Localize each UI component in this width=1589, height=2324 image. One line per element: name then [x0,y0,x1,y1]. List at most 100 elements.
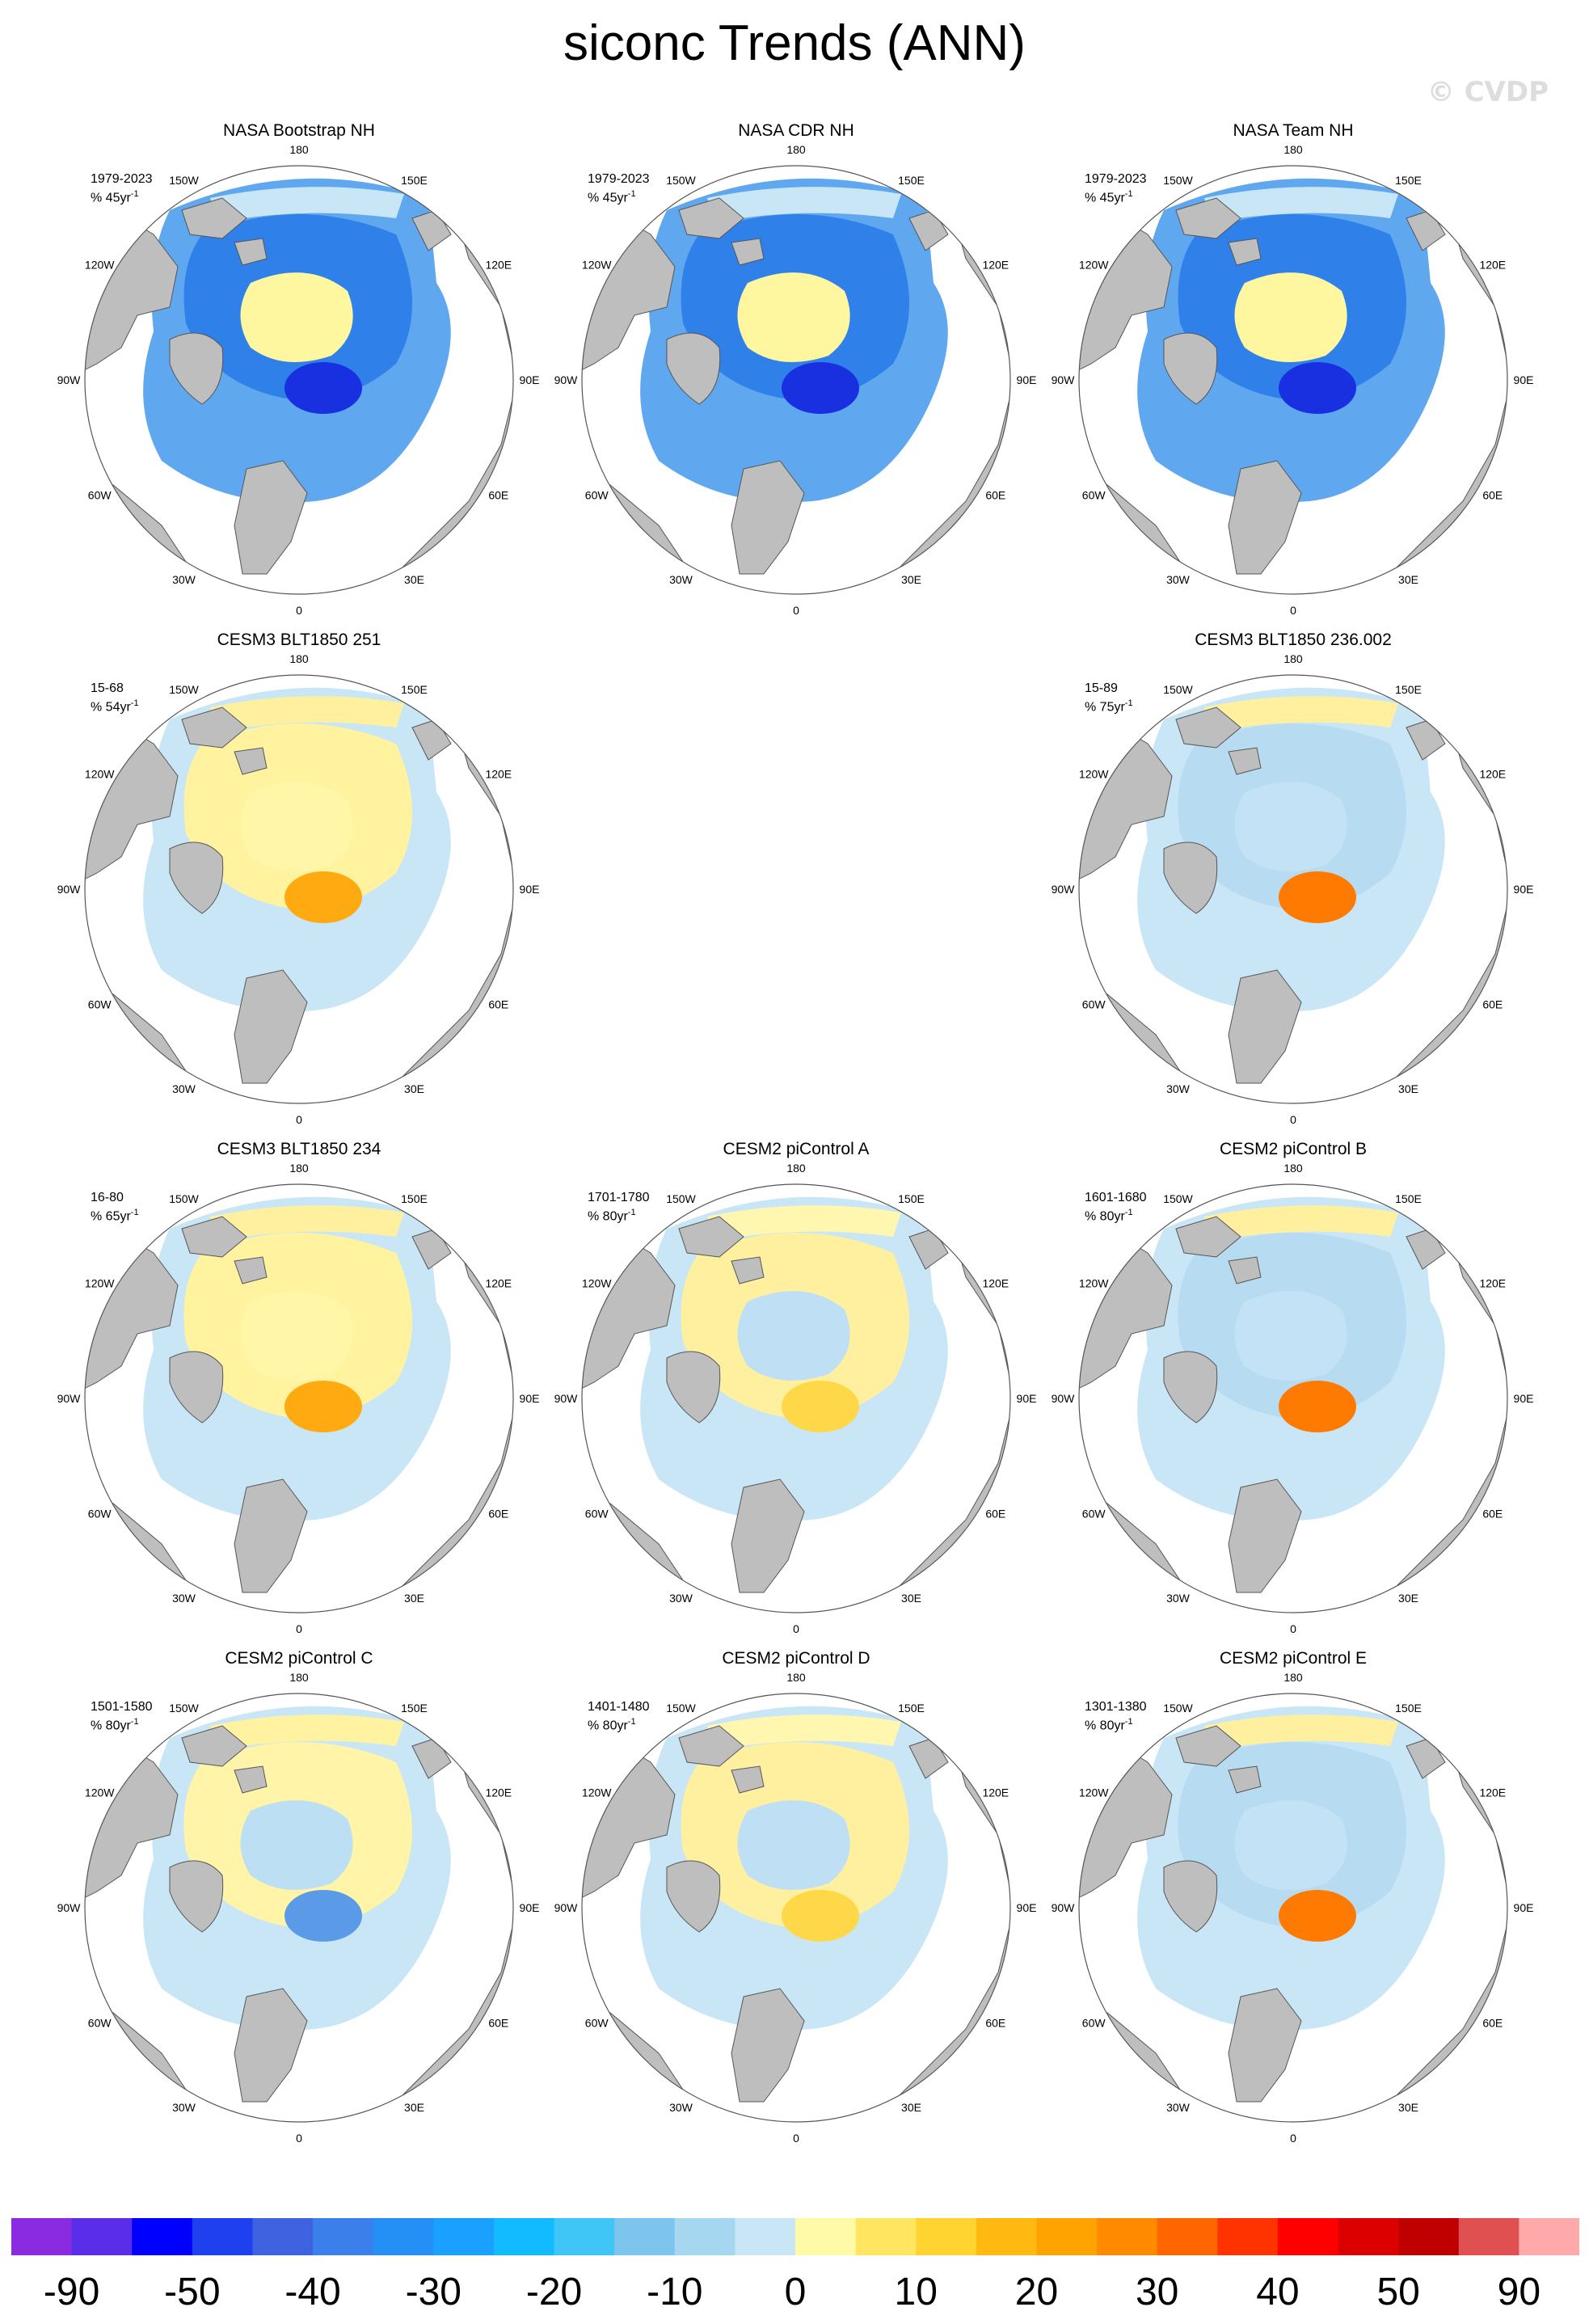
colorbar-swatch [1458,2218,1519,2255]
longitude-label: 120W [1079,259,1109,272]
trend-rate: % 80yr-1 [91,1715,153,1733]
trend-rate-text: % 75yr [1085,700,1125,715]
longitude-label: 120W [85,1277,115,1290]
colorbar-swatch [313,2218,374,2255]
longitude-label: 120W [582,259,612,272]
longitude-label: 180 [1283,143,1303,156]
longitude-label: 180 [786,143,806,156]
longitude-label: 120E [485,259,512,272]
sea-ice-trend-region [210,1205,404,1241]
trend-rate-exponent: -1 [130,1208,139,1217]
land-mask [678,197,744,239]
longitude-label: 30W [1166,2101,1191,2114]
map-panel: CESM3 BLT1850 236.002 180 150E 120E 90E 60E 30… [1043,631,1544,1148]
trend-period: 1501-1580 [91,1700,153,1714]
polar-map: 180 150E 120E 90E 60E 30E 0 30W 60W 90W 120W 150W [57,1162,540,1635]
longitude-label: 120E [1479,768,1506,781]
longitude-label: 60W [88,2017,112,2030]
map-boundary [1078,165,1508,595]
longitude-label: 90W [57,883,82,896]
longitude-label: 90E [1017,373,1037,386]
longitude-label: 0 [296,2132,302,2145]
trend-rate-exponent: -1 [130,698,139,708]
longitude-label: 90W [554,1392,579,1405]
colorbar-label: 0 [784,2271,807,2313]
longitude-label: 180 [786,1162,806,1175]
land-mask [731,1478,805,1593]
sea-ice-trend-region [707,187,901,222]
polar-map: 180 150E 120E 90E 60E 30E 0 30W 60W 90W 120W 150W [1052,652,1534,1126]
trend-rate-exponent: -1 [1124,189,1133,199]
sea-ice-trend-region [1204,696,1398,732]
trend-rate-text: % 45yr [1085,191,1125,205]
map-boundary [581,1183,1011,1613]
longitude-label: 90E [1514,1392,1534,1405]
land-mask [1163,1351,1218,1424]
trend-rate-text: % 80yr [1085,1209,1125,1224]
land-mask [234,1256,268,1284]
longitude-label: 150W [1163,174,1193,187]
longitude-label: 30E [1398,1592,1418,1605]
trend-rate-text: % 80yr [588,1719,628,1733]
longitude-label: 90E [520,1392,540,1405]
colorbar-label: 30 [1135,2271,1179,2313]
longitude-label: 60W [1082,1508,1106,1521]
trend-rate-text: % 80yr [91,1719,131,1733]
longitude-label: 150W [666,1702,696,1715]
longitude-label: 60E [1482,998,1503,1011]
trend-rate-exponent: -1 [1124,1208,1133,1217]
map-panel: NASA Bootstrap NH 180 150E 120E 90E 60E 30E 0 30… [48,121,550,639]
sea-ice-trend-maximum [1279,1890,1356,1942]
trend-period: 1701-1780 [588,1191,650,1204]
longitude-label: 180 [289,1671,309,1684]
longitude-label: 30E [404,1592,424,1605]
sea-ice-trend-region [1204,1205,1398,1241]
land-mask [169,332,224,405]
sea-ice-trend-region [240,1800,353,1890]
trend-period: 1979-2023 [1085,172,1147,186]
longitude-label: 120W [1079,1277,1109,1290]
longitude-label: 90E [1514,373,1534,386]
page-title: siconc Trends (ANN) [563,15,1026,71]
colorbar-swatch [1338,2218,1399,2255]
land-mask [234,460,308,575]
longitude-label: 30E [404,2101,424,2114]
colorbar-swatch [855,2218,917,2255]
trend-period: 1979-2023 [588,172,650,186]
longitude-label: 120E [485,1786,512,1799]
longitude-label: 150W [666,174,696,187]
land-mask [1228,460,1302,575]
land-mask [1228,1765,1262,1794]
land-mask [1163,841,1218,914]
trend-rate-text: % 80yr [588,1209,628,1224]
longitude-label: 60W [585,2017,609,2030]
colorbar-labels: -90 -50 -40 -30 -20 -10 0 10 20 30 40 50 90 [11,2270,1586,2318]
longitude-label: 60E [1482,2017,1503,2030]
land-mask [1228,1988,1302,2103]
map-boundary [581,1693,1011,2123]
longitude-label: 0 [1290,2132,1296,2145]
longitude-label: 120E [1479,259,1506,272]
trend-period: 15-68 [91,681,124,695]
longitude-label: 90E [1514,1901,1534,1914]
longitude-label: 0 [296,604,302,617]
sea-ice-trend-region [240,1291,353,1381]
longitude-label: 30W [172,2101,196,2114]
land-mask [666,1351,721,1424]
polar-map: 180 150E 120E 90E 60E 30E 0 30W 60W 90W 120W 150W [57,652,540,1126]
sea-ice-trend-region [240,782,353,871]
panel-title: NASA Team NH [1233,121,1354,140]
longitude-label: 0 [296,1622,302,1635]
colorbar-label: 20 [1014,2271,1059,2313]
trend-rate: % 80yr-1 [588,1715,650,1733]
trend-period-info: 1401-1480% 80yr-1 [588,1699,650,1733]
land-mask [1175,706,1241,749]
land-mask [1228,1478,1302,1593]
land-mask [234,747,268,775]
trend-rate-exponent: -1 [1124,698,1133,708]
longitude-label: 120W [1079,1786,1109,1799]
longitude-label: 120E [982,1277,1009,1290]
colorbar-swatch [11,2218,73,2255]
trend-period: 15-89 [1085,681,1118,695]
land-mask [731,460,805,575]
